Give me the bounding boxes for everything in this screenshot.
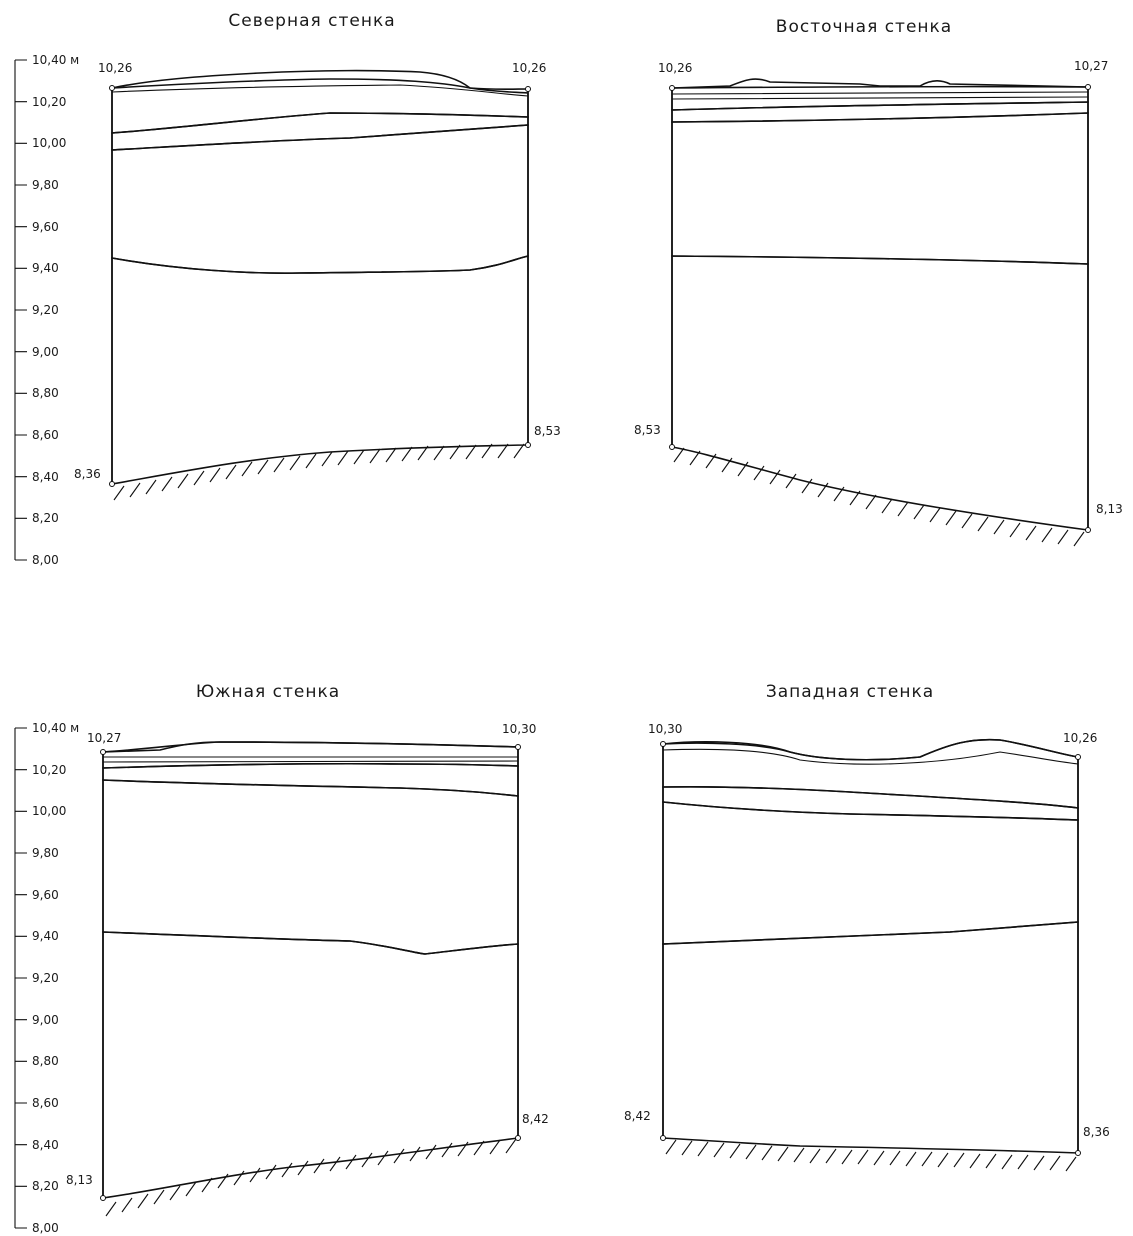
tick-label: 10,00 (32, 804, 66, 818)
tick-label: 9,40 (32, 929, 59, 943)
tick-label: 8,20 (32, 1179, 59, 1193)
elevation-point (100, 1195, 106, 1201)
elevation-point (660, 741, 666, 747)
tick-label: 9,20 (32, 303, 59, 317)
layer-vertical (671, 255, 1089, 531)
elevation-label-bottom-left: 8,13 (66, 1173, 93, 1187)
tick-label: 8,00 (32, 1221, 59, 1235)
surface-line (102, 756, 519, 763)
elevation-label-top-left: 10,27 (87, 731, 121, 745)
elevation-label-top-right: 10,30 (502, 722, 536, 736)
layer-diagonal (662, 801, 1079, 945)
scale-ticks (15, 59, 27, 561)
tick-label: 10,40 м (32, 721, 79, 735)
surface-line (111, 84, 529, 97)
elevation-label-bottom-left: 8,36 (74, 467, 101, 481)
elevation-label-top-right: 10,26 (512, 61, 546, 75)
elevation-scale: 10,40 м 10,20 10,00 9,80 9,60 9,40 9,20 … (14, 721, 79, 1235)
tick-label: 10,20 (32, 763, 66, 777)
elevation-label-top-right: 10,27 (1074, 59, 1108, 73)
tick-label: 10,40 м (32, 53, 79, 67)
tick-label: 8,60 (32, 1096, 59, 1110)
elevation-label-top-left: 10,26 (658, 61, 692, 75)
panel-east: Восточная стенка 10,26 10,27 8,53 8,13 (634, 17, 1123, 547)
elevation-label-top-left: 10,26 (98, 61, 132, 75)
elevation-point (1075, 754, 1081, 760)
wall-edge (102, 747, 519, 1198)
layer-back-diagonal (662, 785, 1079, 821)
panel-south: Южная стенка 10,40 м 10,20 10,00 9,80 9,… (14, 682, 549, 1235)
elevation-point (1075, 1150, 1081, 1156)
elevation-label-top-right: 10,26 (1063, 731, 1097, 745)
panel-title: Восточная стенка (776, 17, 952, 37)
elevation-scale: 10,40 м 10,20 10,00 9,80 9,60 9,40 9,20 … (14, 53, 79, 567)
elevation-label-bottom-left: 8,53 (634, 423, 661, 437)
tick-label: 10,20 (32, 95, 66, 109)
tick-label: 9,60 (32, 888, 59, 902)
ground-hatching (113, 443, 525, 501)
ground-hatching (105, 1138, 517, 1217)
elevation-point (669, 85, 675, 91)
elevation-point (100, 749, 106, 755)
panel-west: Западная стенка 10,30 10,26 8,42 8,36 (624, 682, 1110, 1172)
layer-vertical (111, 254, 529, 485)
tick-label: 9,80 (32, 846, 59, 860)
tick-label: 9,00 (32, 345, 59, 359)
layer-vertical (102, 931, 519, 1199)
scale-ticks (15, 727, 27, 1229)
elevation-point (1085, 527, 1091, 533)
surface-line (671, 78, 1089, 89)
tick-label: 9,60 (32, 220, 59, 234)
elevation-point (515, 1135, 521, 1141)
elevation-label-bottom-right: 8,13 (1096, 502, 1123, 516)
tick-label: 8,60 (32, 428, 59, 442)
surface-line (662, 748, 1079, 765)
wall-edge (671, 87, 1089, 530)
panel-title: Западная стенка (766, 682, 934, 702)
panel-title: Южная стенка (196, 682, 340, 702)
elevation-point (109, 481, 115, 487)
surface-line (102, 741, 519, 753)
tick-label: 9,80 (32, 178, 59, 192)
tick-label: 9,40 (32, 261, 59, 275)
tick-label: 8,20 (32, 511, 59, 525)
layer-diagonal (671, 112, 1089, 265)
elevation-label-bottom-left: 8,42 (624, 1109, 651, 1123)
layer-back-diagonal (111, 112, 529, 151)
elevation-label-bottom-right: 8,53 (534, 424, 561, 438)
elevation-point (669, 444, 675, 450)
layer-diagonal (102, 779, 519, 955)
elevation-point (525, 86, 531, 92)
tick-label: 9,00 (32, 1013, 59, 1027)
elevation-label-top-left: 10,30 (648, 722, 682, 736)
tick-label: 8,40 (32, 470, 59, 484)
surface-line (662, 738, 1079, 761)
surface-line (671, 91, 1089, 100)
layer-vertical (662, 921, 1079, 1154)
elevation-point (515, 744, 521, 750)
surface-line (111, 69, 529, 91)
tick-label: 10,00 (32, 136, 66, 150)
elevation-point (109, 85, 115, 91)
wall-edge (111, 88, 529, 484)
ground-hatching (673, 447, 1085, 547)
elevation-point (660, 1135, 666, 1141)
ground-hatching (665, 1139, 1077, 1172)
tick-label: 8,40 (32, 1138, 59, 1152)
elevation-point (525, 442, 531, 448)
tick-label: 9,20 (32, 971, 59, 985)
panel-north: Северная стенка 10,40 м 10,20 10,00 9,80… (14, 11, 561, 567)
elevation-label-bottom-right: 8,36 (1083, 1125, 1110, 1139)
tick-label: 8,80 (32, 1054, 59, 1068)
elevation-label-bottom-right: 8,42 (522, 1112, 549, 1126)
wall-edge (662, 744, 1079, 1153)
layer-back-diagonal (102, 762, 519, 797)
tick-label: 8,00 (32, 553, 59, 567)
tick-label: 8,80 (32, 386, 59, 400)
elevation-point (1085, 84, 1091, 90)
panel-title: Северная стенка (228, 11, 395, 31)
layer-dashed (111, 78, 529, 134)
